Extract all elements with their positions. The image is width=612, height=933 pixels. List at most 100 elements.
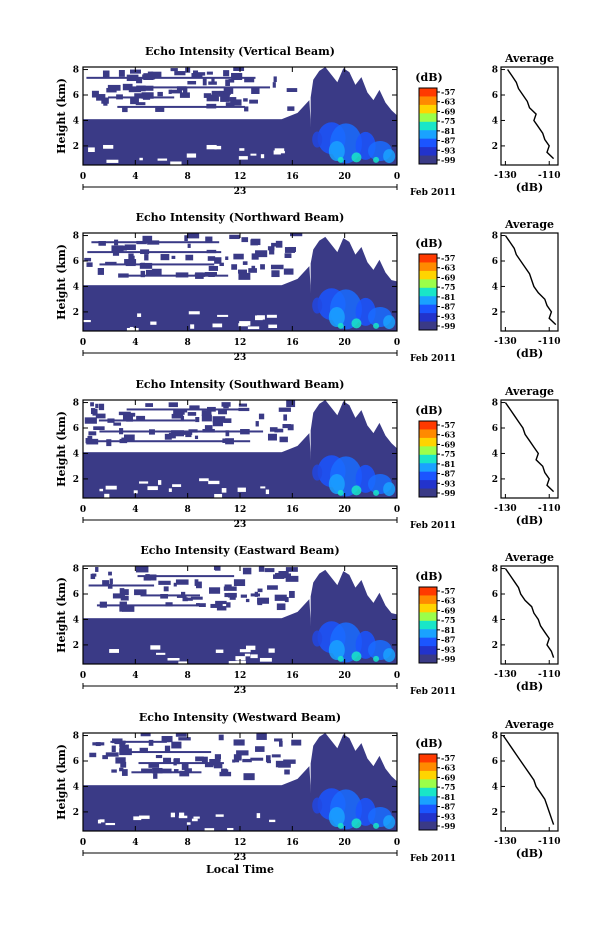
heatmap-field <box>83 566 397 664</box>
colorbar-swatch <box>419 488 437 498</box>
colorbar-tick-label: -75 <box>441 282 455 292</box>
colorbar-tick-label: -81 <box>441 625 455 635</box>
heatmap-cell <box>98 403 105 411</box>
colorbar-tick-label: -57 <box>441 253 455 263</box>
average-y-tick-label: 8 <box>492 732 498 742</box>
heatmap-gap <box>137 313 142 317</box>
echo-blob <box>383 648 396 663</box>
heatmap-cell <box>189 405 200 409</box>
heatmap-transition <box>281 599 314 664</box>
heatmap-cell <box>175 579 189 585</box>
heatmap-cell <box>119 744 129 752</box>
heatmap-cell <box>287 106 295 111</box>
echo-blob <box>373 655 380 662</box>
average-y-tick-label: 4 <box>492 782 498 792</box>
colorbar-tick-label: -87 <box>441 302 455 312</box>
colorbar-tick-label: -87 <box>441 136 455 146</box>
echo-blob <box>328 141 345 161</box>
colorbar-tick-label: -87 <box>441 635 455 645</box>
heatmap-cell <box>96 94 106 101</box>
heatmap-streak <box>86 76 256 79</box>
x-tick-label: 16 <box>286 505 299 515</box>
heatmap-cell <box>129 255 135 261</box>
colorbar-tick-label: -81 <box>441 292 455 302</box>
colorbar-swatch <box>419 262 437 272</box>
date-label: Feb 2011 <box>410 521 456 531</box>
colorbar-swatch <box>419 279 437 289</box>
colorbar-unit: (dB) <box>415 237 442 250</box>
colorbar-swatch <box>419 254 437 263</box>
heatmap-cell <box>173 758 180 765</box>
colorbar-frame <box>418 586 438 664</box>
heatmap-gap <box>256 813 261 819</box>
day-label: 23 <box>234 853 247 863</box>
heatmap-cell <box>204 425 213 431</box>
heatmap-cell <box>284 596 289 603</box>
chart-panel-2: Echo Intensity (Northward Beam) 2 4 6 8 Heigh… <box>55 211 560 364</box>
colorbar-tick-label: -57 <box>441 753 455 763</box>
heatmap-streak <box>126 86 271 89</box>
heatmap-cell <box>108 571 112 576</box>
heatmap-streak <box>89 440 251 443</box>
heatmap-cell <box>249 99 258 104</box>
heatmap-cell <box>144 254 149 261</box>
heatmap-cell <box>160 254 170 261</box>
heatmap-streak <box>138 762 224 765</box>
average-x-tick-label: -130 <box>494 504 517 514</box>
heatmap-cell <box>122 605 135 612</box>
colorbar-tick-label: -57 <box>441 420 455 430</box>
heatmap-gap <box>236 660 246 664</box>
colorbar-tick-label: -63 <box>441 97 456 107</box>
heatmap-gap <box>214 145 222 150</box>
heatmap-cell <box>231 264 238 270</box>
heatmap-cell <box>219 262 224 267</box>
heatmap-cell <box>140 733 151 737</box>
heatmap-cell <box>220 94 230 102</box>
heatmap-gap <box>188 311 200 315</box>
heatmap-cell <box>91 90 99 98</box>
colorbar-tick-label: -93 <box>441 644 456 654</box>
panel-title: Echo Intensity (Southward Beam) <box>136 378 345 391</box>
heatmap-lower-layer <box>83 119 288 165</box>
colorbar-swatch <box>419 620 437 630</box>
heatmap-cell <box>159 768 172 774</box>
heatmap-cell <box>195 417 200 423</box>
heatmap-cell <box>258 413 265 420</box>
echo-blob <box>337 156 344 163</box>
heatmap-gap <box>157 480 162 485</box>
heatmap-cell <box>182 597 188 602</box>
heatmap-gap <box>212 323 223 328</box>
colorbar-tick-label: -87 <box>441 802 455 812</box>
colorbar-frame <box>418 753 438 831</box>
heatmap-cell <box>282 424 291 429</box>
y-axis-label: Height (km) <box>55 78 68 154</box>
heatmap-cell <box>134 589 147 596</box>
heatmap-cell <box>95 567 99 572</box>
colorbar-tick-label: -57 <box>441 586 455 596</box>
y-tick-label: 2 <box>73 641 79 651</box>
heatmap-cell <box>206 71 213 75</box>
heatmap-cell <box>223 586 237 591</box>
date-label: Feb 2011 <box>410 687 456 697</box>
heatmap-cell <box>155 754 163 759</box>
date-label: Feb 2011 <box>410 188 456 198</box>
heatmap-cell <box>193 70 199 74</box>
y-tick-label: 8 <box>73 66 79 76</box>
y-axis-label: Height (km) <box>55 244 68 320</box>
heatmap-cell <box>139 262 153 269</box>
average-x-tick-label: -110 <box>538 670 561 680</box>
colorbar-swatch <box>419 446 437 456</box>
heatmap-cell <box>168 402 178 408</box>
average-profile-line <box>502 735 555 825</box>
heatmap-cell <box>241 237 249 243</box>
heatmap-gap <box>186 822 191 825</box>
heatmap-cell <box>223 70 230 77</box>
heatmap-cell <box>145 403 154 407</box>
heatmap-gap <box>83 320 91 323</box>
average-y-tick-label: 4 <box>492 116 498 126</box>
heatmap-cell <box>213 762 223 769</box>
heatmap-cell <box>174 71 186 76</box>
heatmap-cell <box>206 94 219 102</box>
heatmap-cell <box>233 579 246 587</box>
colorbar-swatch <box>419 821 437 831</box>
